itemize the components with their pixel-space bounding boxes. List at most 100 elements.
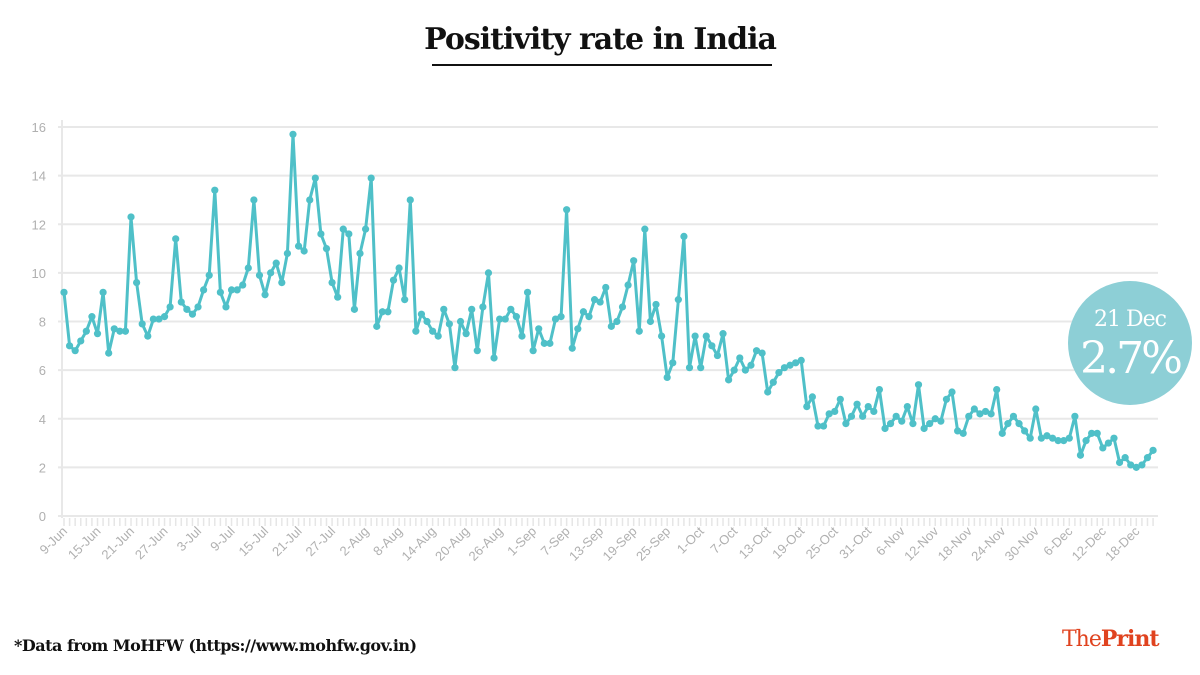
data-point	[183, 305, 191, 313]
data-point	[1143, 454, 1152, 462]
data-point	[334, 293, 342, 301]
data-point	[311, 174, 319, 182]
data-point	[920, 424, 928, 433]
x-tick-label: 9-Jul	[207, 523, 238, 554]
data-point	[680, 232, 688, 241]
data-point	[177, 298, 185, 306]
data-point	[864, 402, 872, 411]
x-tick-label: 14-Aug	[398, 524, 438, 564]
data-point	[255, 271, 264, 279]
data-point	[1099, 444, 1107, 452]
data-point	[300, 247, 308, 255]
data-point	[127, 213, 135, 221]
data-point	[71, 347, 79, 355]
data-point	[166, 303, 174, 311]
data-point	[546, 339, 554, 347]
data-point	[222, 303, 230, 311]
data-point	[1076, 451, 1085, 459]
data-point	[814, 422, 822, 430]
x-tick-label: 1-Oct	[674, 523, 707, 556]
data-point	[551, 315, 560, 323]
series-positivity-rate	[60, 130, 1157, 471]
data-point	[769, 378, 777, 386]
data-point	[579, 308, 588, 316]
data-point	[730, 366, 738, 374]
data-point	[468, 305, 476, 313]
data-point	[602, 283, 610, 292]
data-point	[149, 315, 157, 323]
data-point	[1132, 463, 1140, 471]
data-point	[211, 186, 219, 194]
x-tick-label: 20-Aug	[432, 524, 472, 564]
data-point	[1009, 412, 1018, 420]
x-tick-label: 30-Nov	[1002, 523, 1043, 564]
data-point	[881, 424, 889, 433]
data-point	[1043, 432, 1051, 440]
data-point	[306, 196, 314, 204]
x-tick-label: 13-Sep	[566, 524, 606, 564]
data-point	[981, 407, 990, 416]
data-point	[685, 364, 694, 372]
data-point	[719, 330, 727, 338]
data-point	[216, 288, 224, 296]
data-point	[1021, 427, 1029, 435]
logo-part2: Print	[1100, 626, 1160, 652]
data-point	[669, 359, 677, 367]
data-point	[110, 325, 118, 333]
data-point	[914, 381, 923, 389]
x-tick-label: 2-Aug	[337, 524, 372, 559]
data-point	[289, 130, 297, 138]
data-point	[473, 347, 481, 355]
x-tick-label: 19-Oct	[769, 523, 807, 561]
data-point	[758, 349, 766, 357]
gridlines	[58, 120, 1158, 518]
data-point	[741, 366, 749, 374]
data-point	[831, 407, 839, 416]
data-point	[294, 242, 303, 250]
x-tick-label: 25-Sep	[633, 524, 673, 564]
data-point	[808, 393, 816, 401]
data-point	[797, 356, 805, 364]
data-point	[451, 364, 459, 372]
data-point	[926, 420, 934, 428]
data-point	[993, 385, 1001, 394]
data-point	[780, 364, 789, 372]
data-point	[160, 313, 169, 321]
data-point	[942, 395, 951, 403]
data-point	[691, 332, 699, 340]
data-point	[529, 347, 537, 355]
source-footnote: *Data from MoHFW (https://www.mohfw.gov.…	[14, 636, 417, 655]
data-point	[736, 354, 744, 362]
data-point	[931, 415, 939, 423]
data-point	[697, 364, 705, 372]
data-point	[641, 225, 649, 233]
data-point	[417, 310, 426, 318]
y-tick-label: 16	[32, 120, 46, 135]
data-point	[859, 412, 867, 420]
x-tick-label: 18-Dec	[1102, 523, 1143, 564]
data-point	[1104, 439, 1112, 447]
data-point	[490, 354, 498, 362]
data-point	[395, 264, 403, 272]
data-point	[155, 315, 163, 323]
data-point	[903, 402, 911, 411]
data-point	[244, 264, 252, 272]
data-point	[261, 291, 269, 299]
data-point	[870, 407, 878, 416]
data-point	[937, 417, 945, 425]
data-point	[1121, 454, 1129, 462]
data-point	[1015, 420, 1023, 428]
data-point	[613, 317, 621, 326]
data-point	[630, 257, 638, 265]
data-point	[501, 315, 509, 323]
data-point	[987, 410, 995, 418]
data-point	[596, 298, 604, 306]
data-point	[775, 368, 783, 377]
data-point	[535, 325, 543, 333]
data-point	[568, 344, 576, 352]
data-point	[886, 420, 895, 428]
x-tick-label: 18-Nov	[935, 523, 976, 564]
y-axis-ticks: 0 2 4 6 8 10 12 14 16	[32, 120, 46, 524]
data-point	[540, 339, 548, 347]
